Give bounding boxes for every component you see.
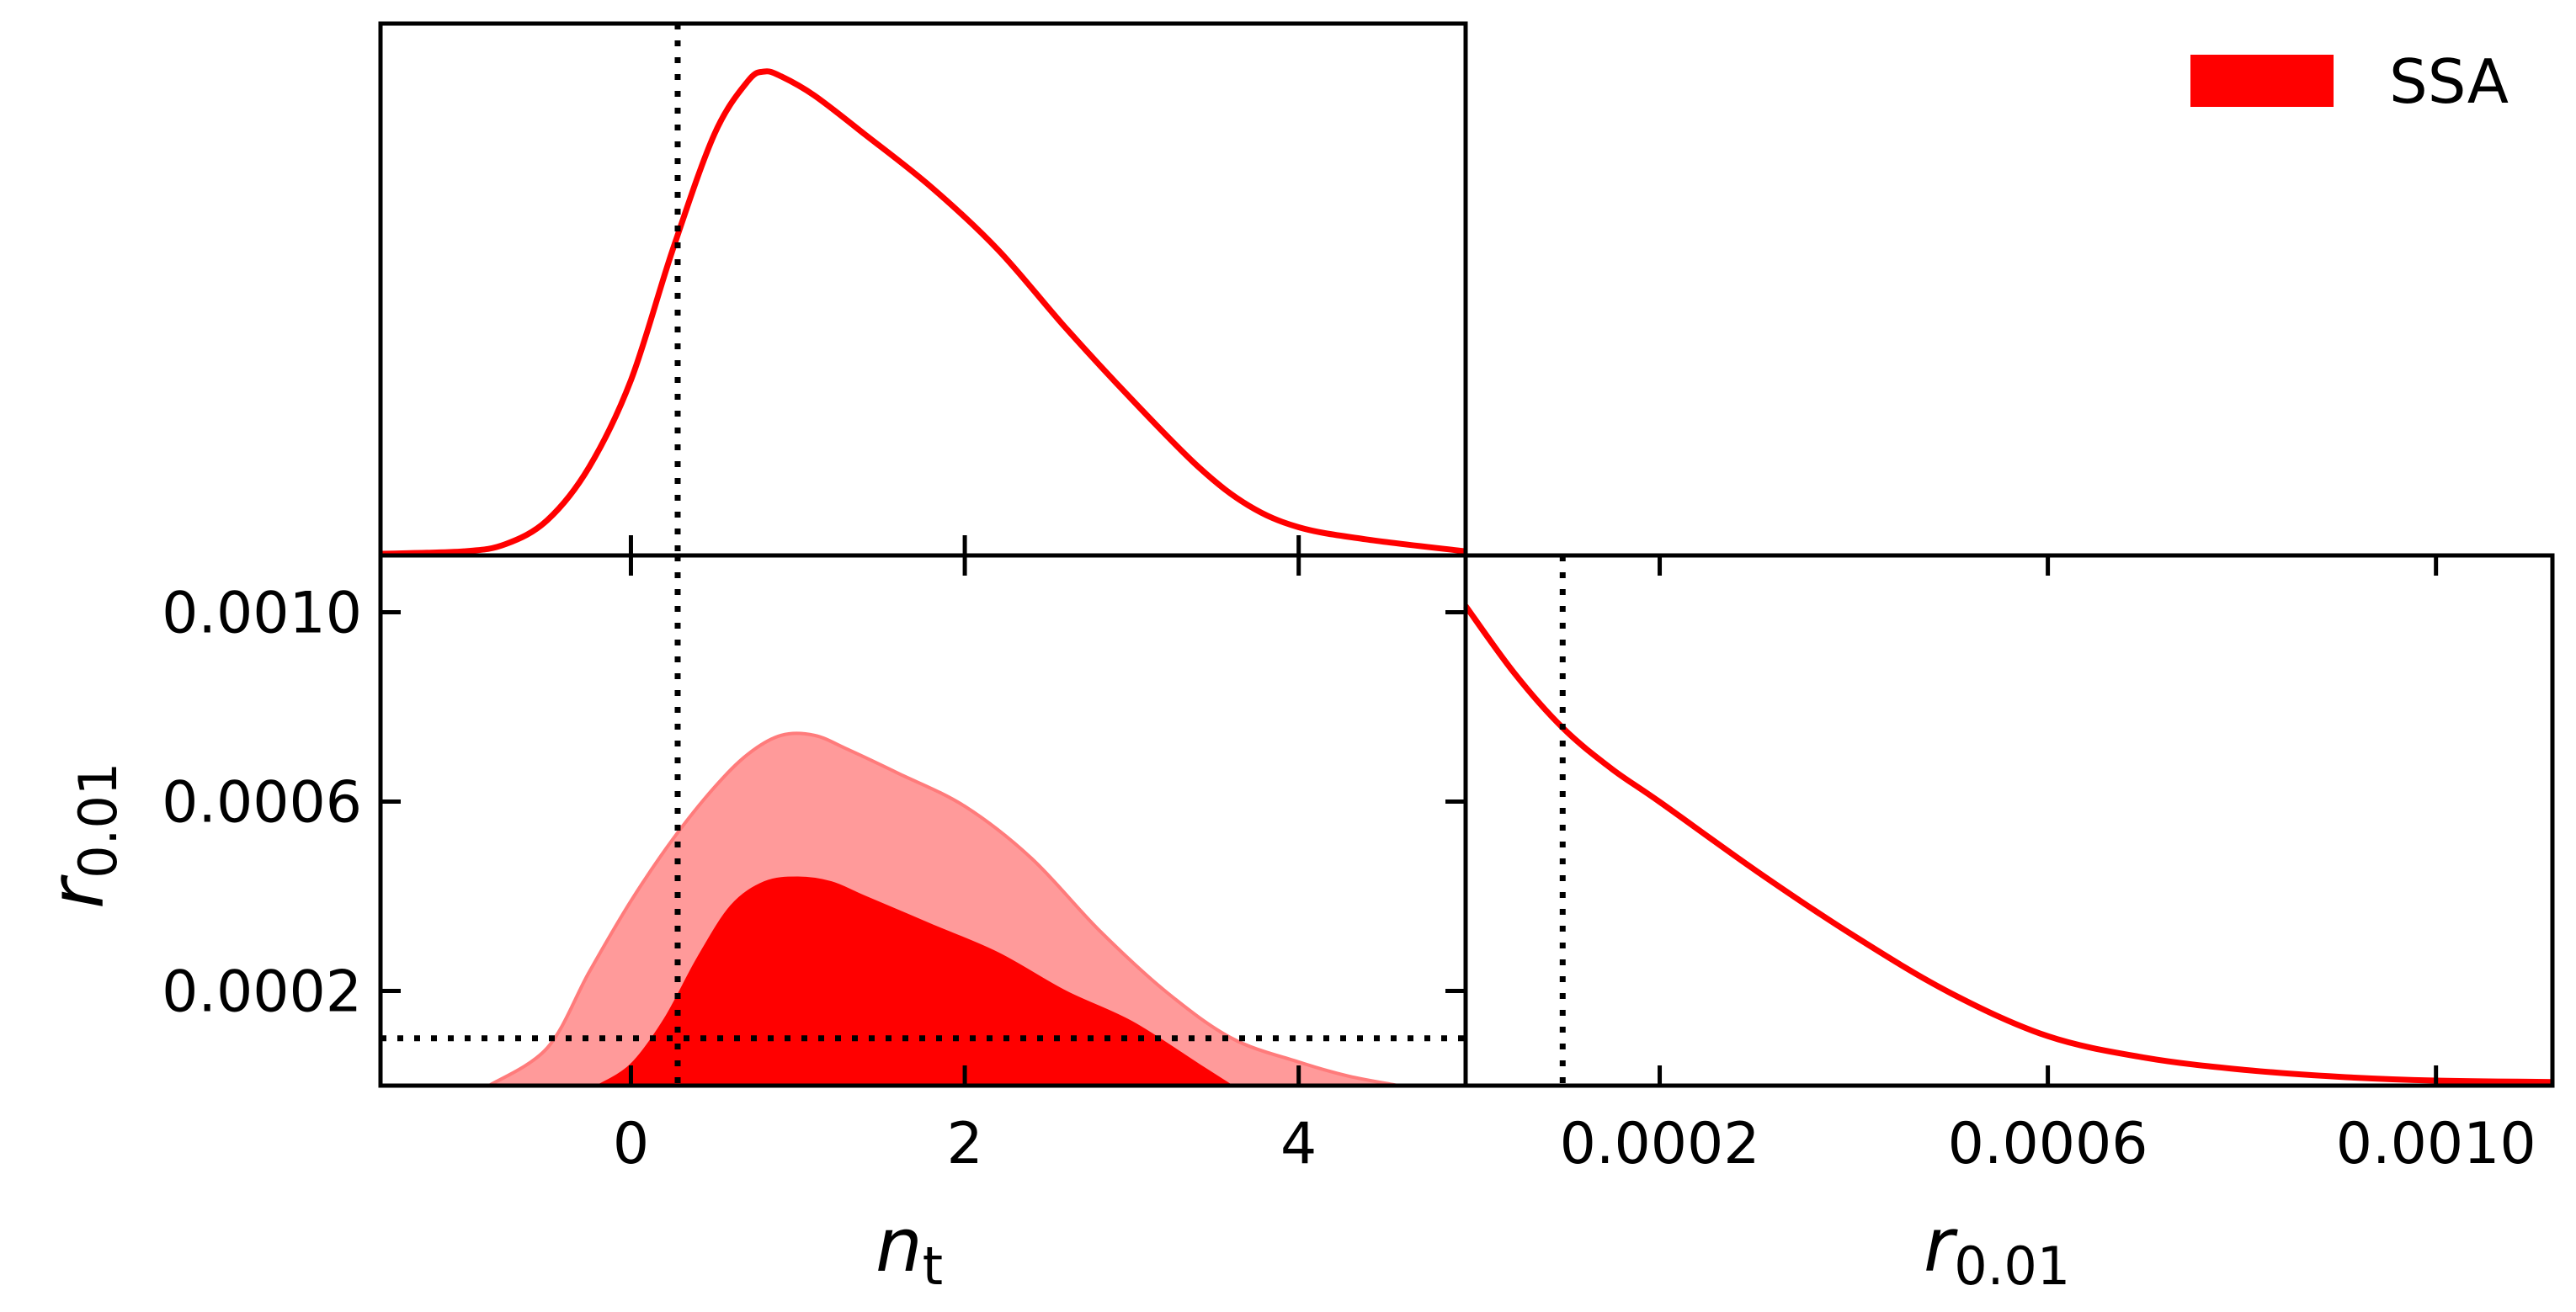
tick-label-r-x-0: 0.0002 bbox=[1560, 1111, 1760, 1177]
legend: SSA bbox=[2190, 46, 2509, 117]
tick-label-nt-1: 2 bbox=[946, 1111, 982, 1177]
panel-joint-nt-r: 0 2 4 0.0002 0.0006 0.0010 bbox=[162, 553, 1468, 1177]
marginal-nt-curve-layer bbox=[380, 68, 1466, 557]
marginal-r-curve-layer bbox=[1463, 603, 2553, 1086]
panel-frame-top bbox=[378, 21, 1468, 558]
panel-marginal-nt bbox=[378, 21, 1468, 558]
tick-label-r-y-1: 0.0006 bbox=[162, 770, 362, 837]
xlabel-nt: nt bbox=[876, 1202, 943, 1297]
legend-swatch-ssa bbox=[2190, 55, 2334, 107]
tick-label-r-y-2: 0.0010 bbox=[162, 581, 362, 647]
tick-label-nt-0: 0 bbox=[613, 1111, 649, 1177]
panel-frame-right bbox=[1463, 553, 2555, 1088]
ticks-right-panel: 0.0002 0.0006 0.0010 bbox=[1560, 555, 2536, 1177]
legend-label-ssa: SSA bbox=[2389, 46, 2509, 117]
ticks-joint-panel: 0 2 4 0.0002 0.0006 0.0010 bbox=[162, 555, 1466, 1177]
tick-label-r-x-2: 0.0010 bbox=[2336, 1111, 2536, 1177]
marginal-r-curve bbox=[1463, 603, 2553, 1086]
marginal-nt-curve bbox=[380, 68, 1466, 557]
tick-label-nt-2: 4 bbox=[1280, 1111, 1317, 1177]
tick-label-r-x-1: 0.0006 bbox=[1948, 1111, 2148, 1177]
ylabel-r: r0.01 bbox=[34, 762, 129, 909]
ticks-top-panel bbox=[628, 535, 1301, 555]
panel-marginal-r: 0.0002 0.0006 0.0010 bbox=[1463, 553, 2555, 1177]
xlabel-r: r0.01 bbox=[1924, 1202, 2070, 1297]
tick-label-r-y-0: 0.0002 bbox=[162, 959, 362, 1026]
